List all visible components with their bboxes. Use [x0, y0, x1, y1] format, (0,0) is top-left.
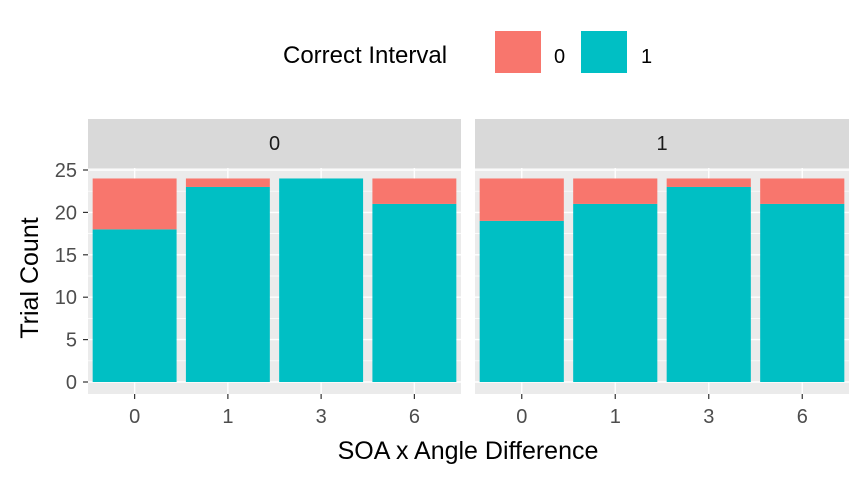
legend-key-0: [495, 31, 541, 73]
x-tick-label: 6: [797, 406, 808, 428]
x-tick-label: 3: [316, 406, 327, 428]
bar-segment-cat-6-series-0: [760, 178, 845, 204]
legend-label-0: 0: [554, 46, 565, 68]
facet-strip-label: 1: [656, 133, 667, 155]
legend-title: Correct Interval: [283, 42, 447, 69]
bar-segment-cat-0-series-0: [92, 178, 177, 230]
y-axis: 0 5 10 15 20 25: [55, 160, 88, 394]
y-tick-label: 25: [55, 160, 77, 182]
bar-segment-cat-1-series-0: [573, 178, 658, 204]
bar-segment-cat-0-series-0: [479, 178, 564, 221]
bar-segment-cat-6-series-0: [372, 178, 457, 204]
x-tick-labels: 0 1 3 6: [516, 394, 808, 428]
y-tick-label: 15: [55, 245, 77, 267]
y-tick-label: 10: [55, 287, 77, 309]
x-tick-label: 1: [610, 406, 621, 428]
facet-strip-label: 0: [269, 133, 280, 155]
y-axis-title: Trial Count: [16, 217, 44, 338]
y-tick-label: 20: [55, 202, 77, 224]
facet-0: 0 0 1 3 6: [88, 119, 461, 428]
x-tick-labels: 0 1 3 6: [129, 394, 420, 428]
bar-segment-cat-6-series-1: [372, 203, 457, 382]
facet-1: 1 0 1 3 6: [475, 119, 849, 428]
x-tick-label: 0: [129, 406, 140, 428]
x-tick-label: 6: [409, 406, 420, 428]
bar-segment-cat-1-series-1: [573, 203, 658, 382]
bar-segment-cat-1-series-0: [185, 178, 270, 187]
x-tick-label: 1: [222, 406, 233, 428]
bar-segment-cat-3-series-1: [666, 186, 751, 382]
x-tick-label: 3: [703, 406, 714, 428]
y-tick-label: 0: [66, 372, 77, 394]
x-tick-label: 0: [516, 406, 527, 428]
bar-segment-cat-0-series-1: [92, 229, 177, 382]
bar-segment-cat-6-series-1: [760, 203, 845, 382]
legend-label-1: 1: [641, 46, 652, 68]
facet-strip: [88, 119, 461, 168]
x-axis-title: SOA x Angle Difference: [338, 437, 599, 465]
bar-segment-cat-0-series-1: [479, 220, 564, 382]
bars: [92, 178, 457, 382]
bars: [479, 178, 845, 382]
bar-segment-cat-1-series-1: [185, 186, 270, 382]
bar-segment-cat-3-series-1: [279, 178, 364, 382]
bar-segment-cat-3-series-0: [666, 178, 751, 187]
y-tick-label: 5: [66, 330, 77, 352]
legend: Correct Interval 0 1: [283, 31, 652, 73]
facet-strip: [475, 119, 849, 168]
legend-key-1: [581, 31, 627, 73]
